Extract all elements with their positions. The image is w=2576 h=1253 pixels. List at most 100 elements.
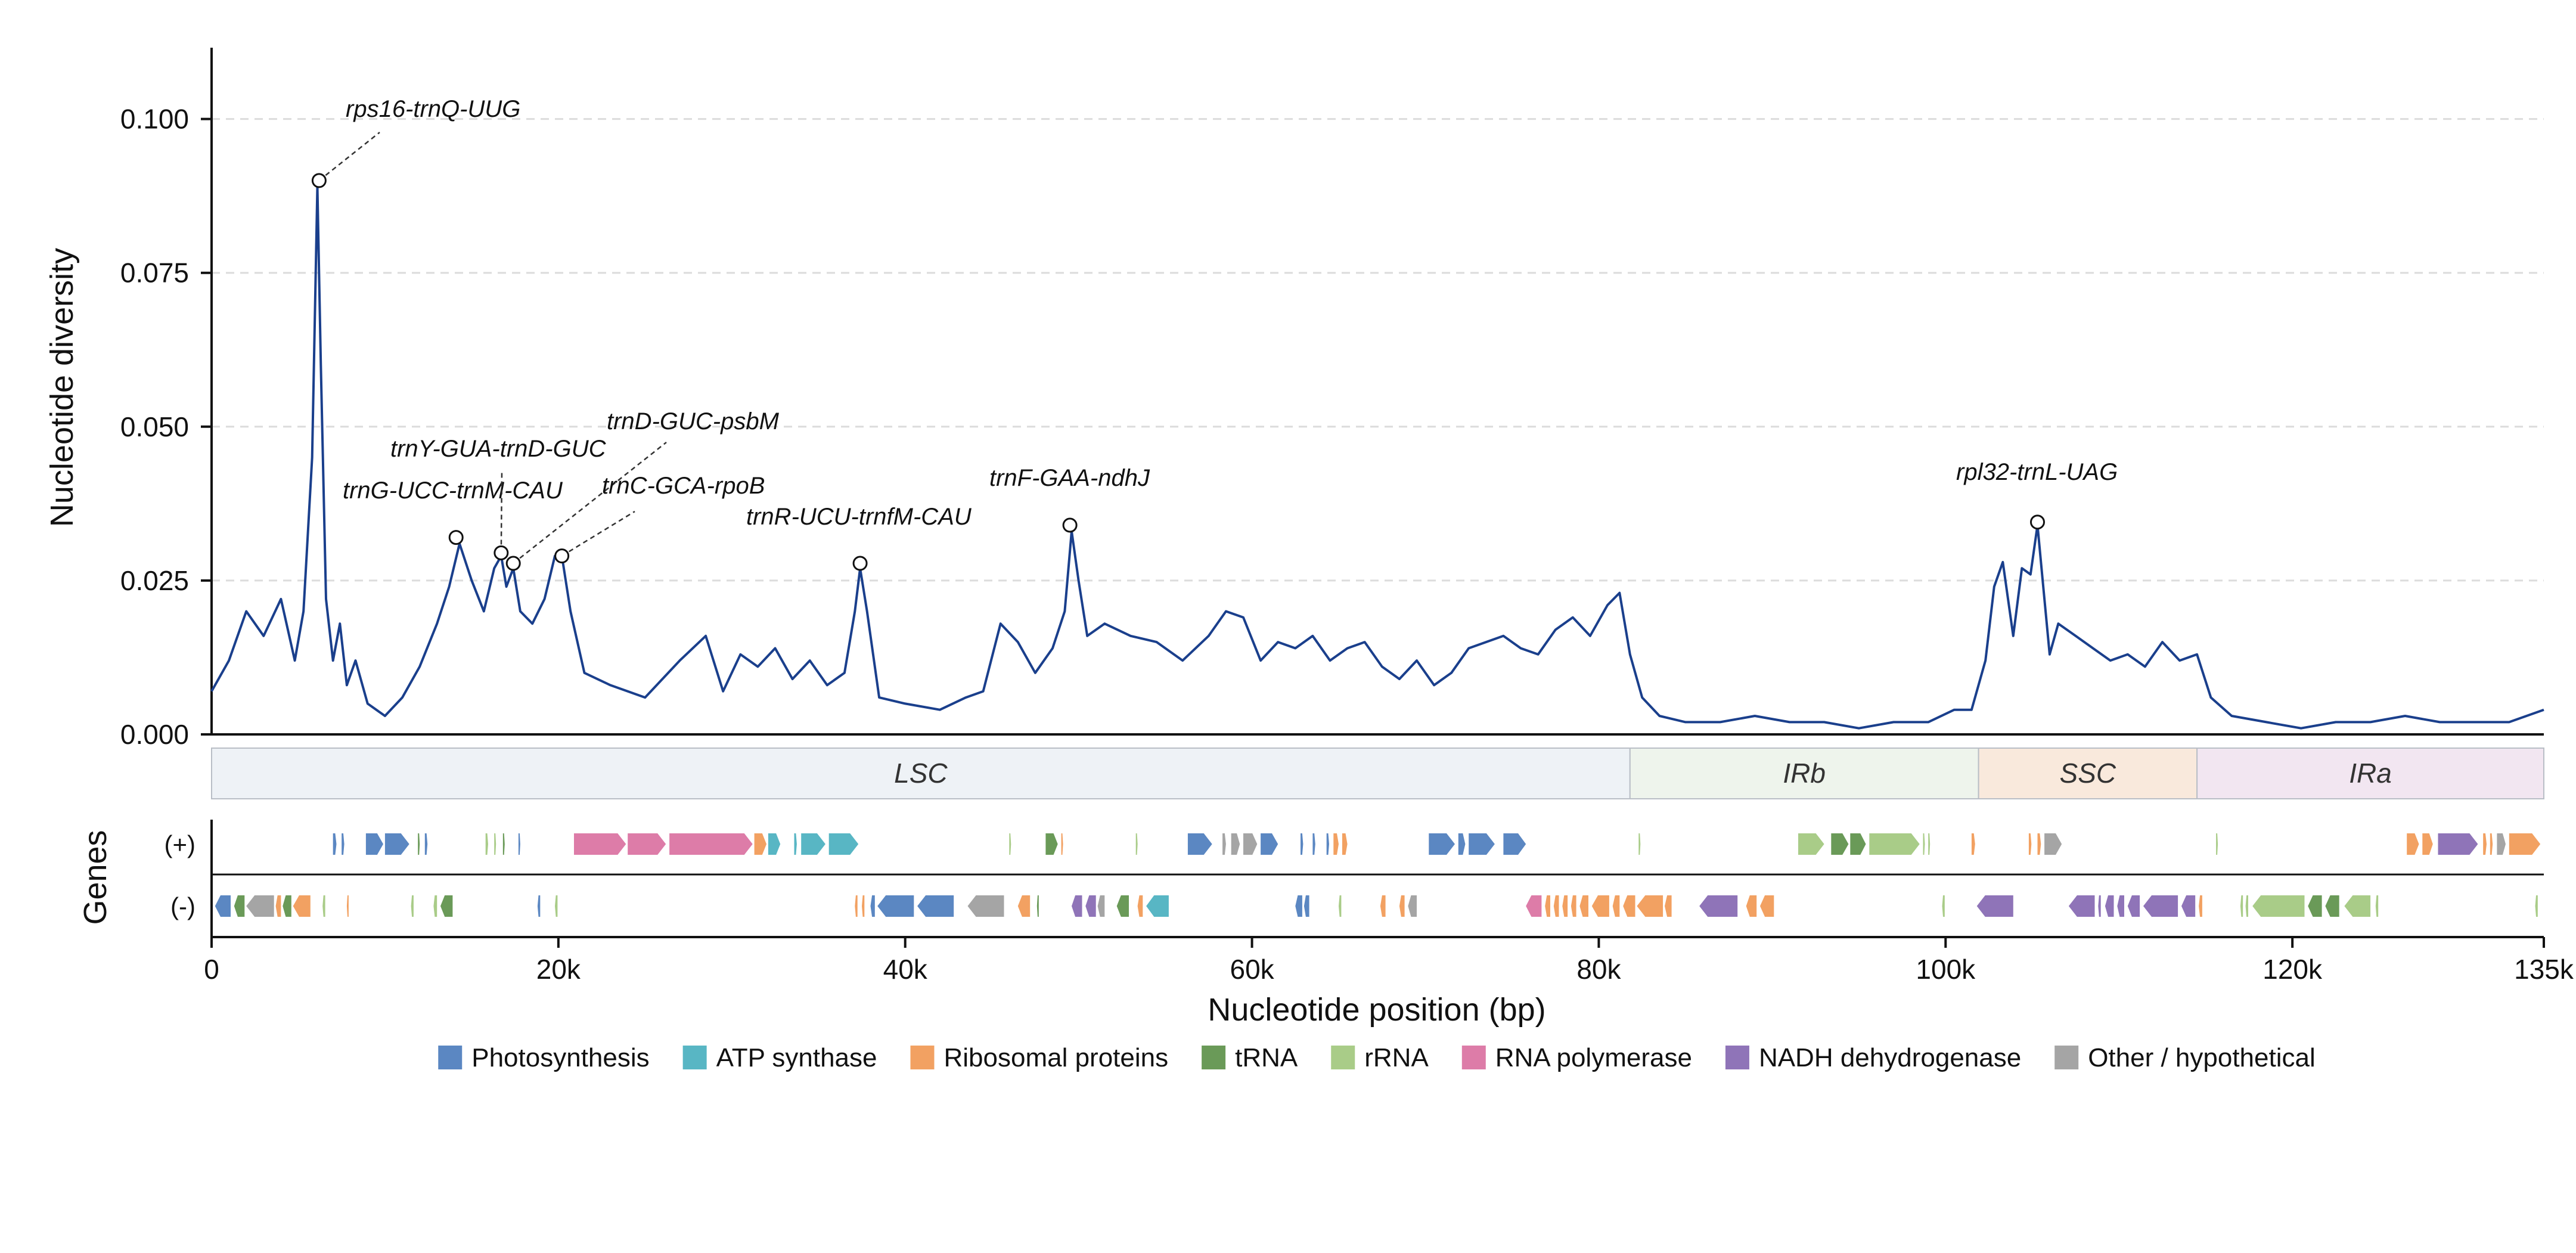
peak-marker xyxy=(2029,514,2045,530)
gene-arrow xyxy=(1638,833,1641,855)
legend-item: RNA polymerase xyxy=(1461,1043,1692,1072)
gene-arrow xyxy=(2422,833,2433,855)
legend-swatch xyxy=(1461,1046,1486,1069)
gene-arrow xyxy=(1637,895,1663,917)
gene-arrow xyxy=(1380,895,1386,917)
peak-marker xyxy=(311,173,327,188)
gene-arrow xyxy=(440,895,453,917)
gene-arrow xyxy=(2438,833,2478,855)
gene-arrow xyxy=(1097,895,1105,917)
gene-arrow xyxy=(2497,833,2506,855)
gene-arrow xyxy=(1469,833,1495,855)
peak-label: trnG-UCC-trnM-CAU xyxy=(343,477,563,504)
genome-regions: LSC IRb SSC IRa xyxy=(211,748,2545,799)
legend-label: ATP synthase xyxy=(716,1043,877,1072)
gene-arrow xyxy=(215,895,231,917)
region-rect xyxy=(1629,748,1979,799)
legend-item: Photosynthesis xyxy=(438,1043,650,1072)
gene-arrow xyxy=(828,833,859,855)
annotation-leader-line xyxy=(500,470,503,553)
gene-arrow xyxy=(2375,895,2379,917)
region-block: IRb xyxy=(1629,748,1979,799)
x-tick-label: 135k xyxy=(2514,954,2574,985)
peak-annotation: trnR-UCU-trnfM-CAU xyxy=(746,504,972,571)
gene-arrow xyxy=(1850,833,1866,855)
gene-arrow xyxy=(1045,833,1058,855)
peak-label: trnF-GAA-ndhJ xyxy=(989,465,1150,491)
gene-arrow xyxy=(1760,895,1774,917)
region-block: LSC xyxy=(211,748,1631,799)
gene-arrow xyxy=(1326,833,1329,855)
gene-arrow xyxy=(1146,895,1169,917)
strand-plus-label: (+) xyxy=(165,830,196,858)
gene-arrow xyxy=(1061,833,1063,855)
region-label: IRb xyxy=(1783,758,1826,789)
gene-arrow xyxy=(768,833,781,855)
legend-label: Photosynthesis xyxy=(471,1043,649,1072)
gene-arrow xyxy=(628,833,666,855)
gene-arrow xyxy=(2252,895,2305,917)
legend-swatch xyxy=(682,1046,707,1069)
peak-label: trnY-GUA-trnD-GUC xyxy=(390,436,607,462)
gene-arrow xyxy=(1746,895,1757,917)
strand-minus-label: (-) xyxy=(170,892,195,920)
x-tick-label: 120k xyxy=(2262,954,2323,985)
peak-annotation: trnD-GUC-psbM xyxy=(505,408,780,571)
gene-arrow xyxy=(1429,833,1455,855)
gene-arrow xyxy=(384,833,409,855)
gene-arrow xyxy=(2028,833,2032,855)
gene-arrow xyxy=(2181,895,2196,917)
legend: Photosynthesis ATP synthase Ribosomal prot… xyxy=(438,1043,2316,1072)
region-label: IRa xyxy=(2349,758,2392,789)
gene-arrow xyxy=(1072,895,1082,917)
gene-arrow xyxy=(518,833,520,855)
gene-arrow xyxy=(2308,895,2322,917)
gene-arrow xyxy=(1545,895,1550,917)
gene-arrow xyxy=(1009,833,1011,855)
x-tick-label: 100k xyxy=(1916,954,1976,985)
gene-arrow xyxy=(1571,895,1576,917)
gene-arrow xyxy=(1408,895,1417,917)
legend-swatch xyxy=(1202,1046,1226,1069)
gene-arrow xyxy=(1312,833,1315,855)
gene-arrow xyxy=(2143,895,2178,917)
gene-arrow xyxy=(2240,895,2243,917)
legend-swatch xyxy=(2054,1046,2079,1069)
gene-arrow xyxy=(1187,833,1212,855)
gene-arrow xyxy=(1976,895,2013,917)
gene-arrow xyxy=(2068,895,2095,917)
region-rect xyxy=(1978,748,2198,799)
minus-strand-track xyxy=(215,895,2538,917)
peak-label: trnR-UCU-trnfM-CAU xyxy=(746,504,972,530)
gene-arrow xyxy=(1085,895,1096,917)
gene-arrow xyxy=(794,833,797,855)
gene-arrow xyxy=(967,895,1004,917)
gene-arrow xyxy=(322,895,325,917)
gene-arrow xyxy=(346,895,349,917)
gene-arrow xyxy=(1928,833,1931,855)
gene-arrow xyxy=(669,833,753,855)
peak-marker xyxy=(852,556,868,571)
gene-arrow xyxy=(1295,895,1302,917)
y-axis-ticks: 0.000 0.025 0.050 0.075 0.100 xyxy=(120,104,212,750)
legend-swatch xyxy=(1725,1046,1749,1069)
gene-arrow xyxy=(293,895,311,917)
gene-arrow xyxy=(1458,833,1466,855)
gene-arrow xyxy=(801,833,825,855)
peak-label: trnD-GUC-psbM xyxy=(607,408,780,435)
legend-label: rRNA xyxy=(1364,1043,1429,1072)
gene-arrow xyxy=(1222,833,1226,855)
gene-arrow xyxy=(1526,895,1542,917)
x-axis-title: Nucleotide position (bp) xyxy=(1208,992,1545,1028)
legend-label: RNA polymerase xyxy=(1495,1043,1692,1072)
gene-arrow xyxy=(877,895,914,917)
diversity-series-line xyxy=(210,185,2544,730)
legend-item: ATP synthase xyxy=(682,1043,877,1072)
gene-arrow xyxy=(418,833,420,855)
gene-arrow xyxy=(2245,895,2248,917)
gene-arrow xyxy=(2098,895,2101,917)
x-tick-label: 80k xyxy=(1576,954,1621,985)
plus-strand-track xyxy=(333,833,2541,855)
gene-arrow xyxy=(2344,895,2371,917)
